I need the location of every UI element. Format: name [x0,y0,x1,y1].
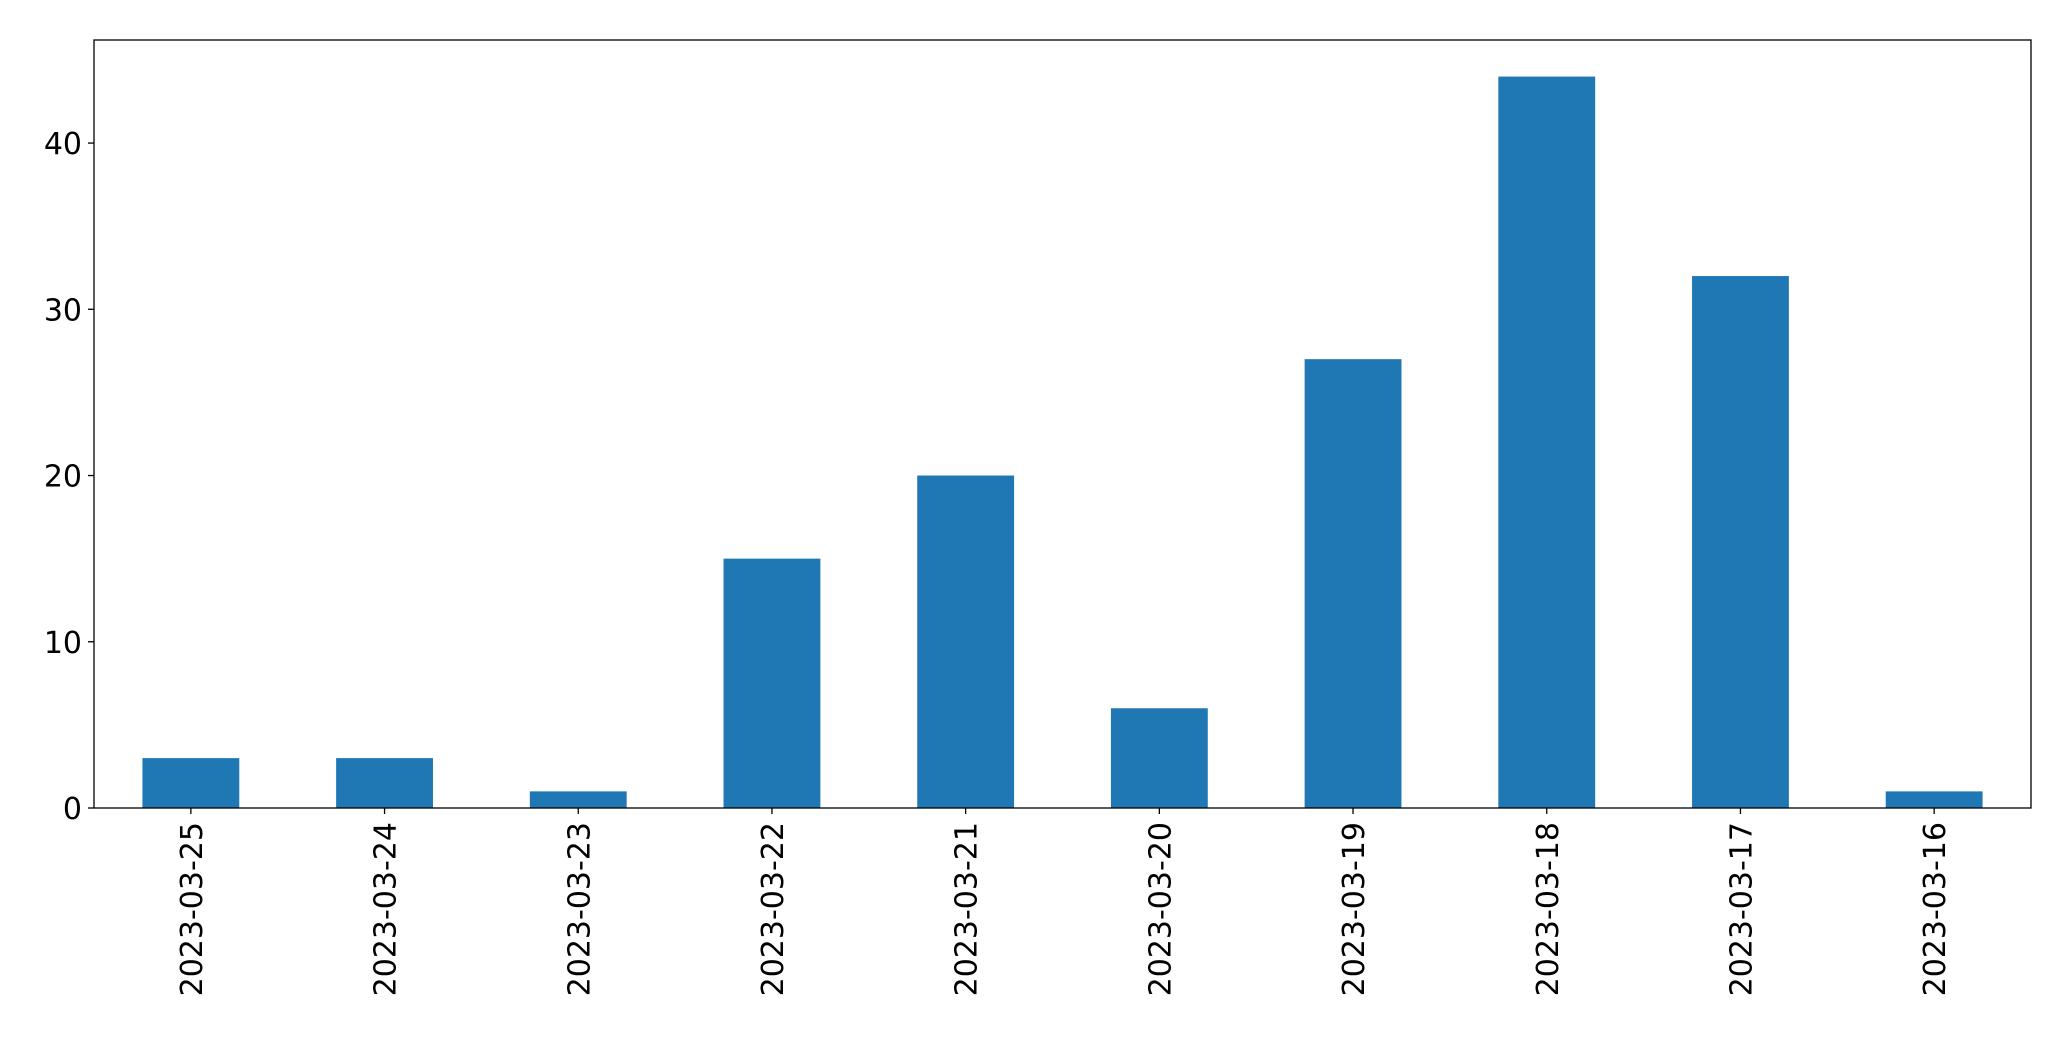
bar [1498,76,1596,809]
x-tick-label: 2023-03-23 [562,822,597,996]
bar [1692,276,1789,808]
bar [1885,791,1983,808]
bar [1110,708,1208,808]
x-tick-label: 2023-03-19 [1337,822,1372,996]
bar [529,791,627,808]
y-tick-label: 20 [44,460,82,495]
y-tick-label: 10 [44,626,82,661]
bar [142,758,240,808]
x-tick-label: 2023-03-18 [1531,822,1566,996]
bar [336,758,433,808]
y-tick-label: 40 [44,127,82,162]
x-tick-label: 2023-03-20 [1143,822,1178,996]
y-tick-label: 30 [44,293,82,328]
bar [917,475,1015,808]
plot-frame [93,39,2032,809]
x-tick-label: 2023-03-25 [175,822,210,996]
y-tick-label: 0 [63,792,82,827]
bar [723,558,821,808]
x-tick-label: 2023-03-17 [1724,822,1759,996]
x-tick-label: 2023-03-16 [1918,822,1953,996]
x-tick-label: 2023-03-24 [369,822,404,996]
x-tick-label: 2023-03-21 [950,822,985,996]
x-tick-label: 2023-03-22 [756,822,791,996]
bar [1304,359,1402,808]
